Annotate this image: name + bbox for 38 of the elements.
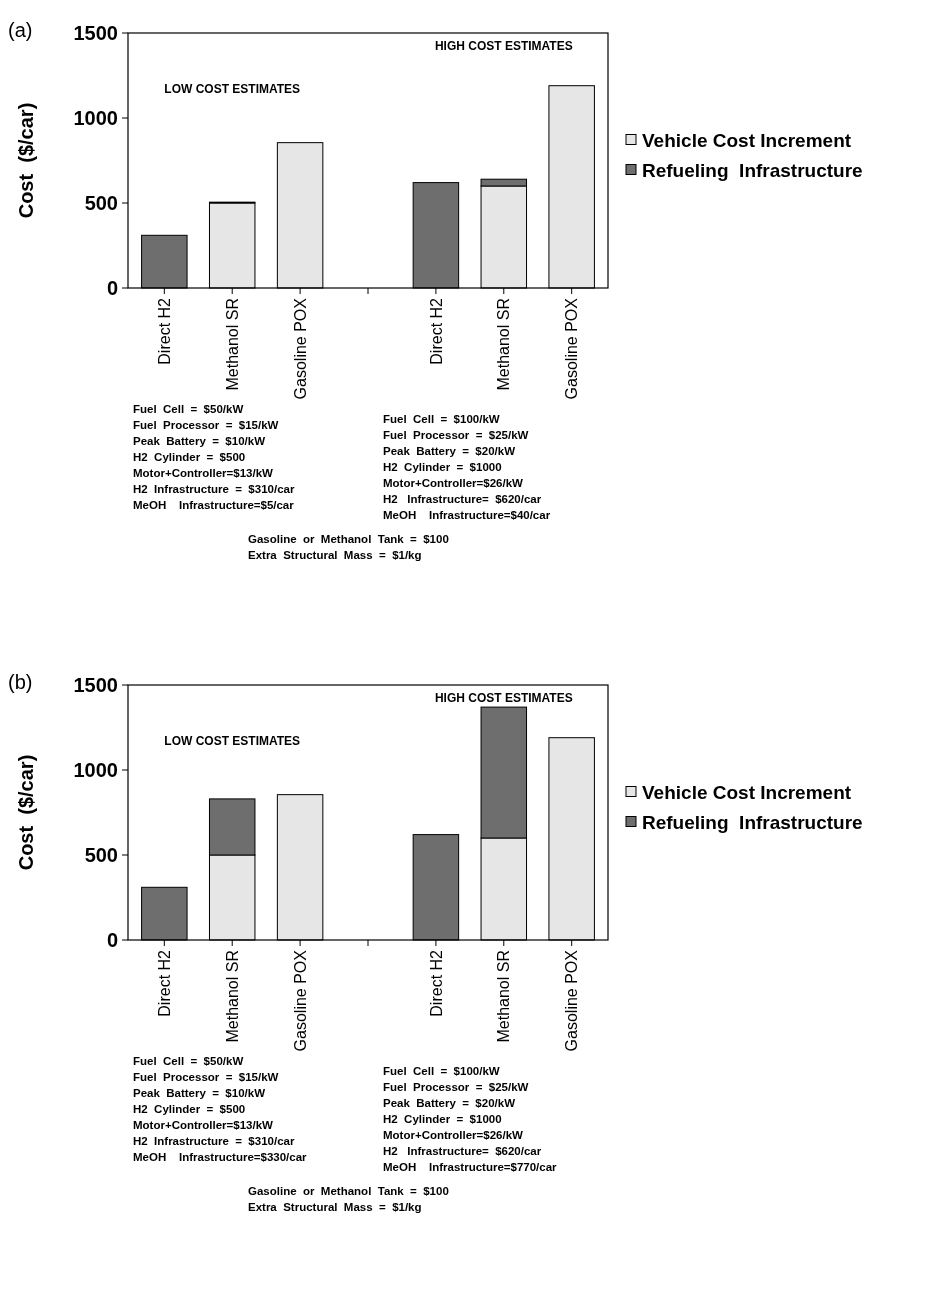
x-tick-label: Gasoline POX (563, 949, 581, 1052)
x-tick-label: Methanol SR (223, 950, 241, 1043)
chart-title: (a) (8, 19, 33, 41)
text: Fuel Cell = $100/kW Fuel Processor = $25/kW Peak Battery = $20/kW H2 Cylinder = $1000 Motor+Controller=$26/kW H2 Infrastructure= $620/car MeOH Infrastructure=$770/car (383, 1065, 558, 1173)
y-tick-label: 0 (106, 277, 118, 299)
legend-label: Refueling Infrastructure (642, 812, 863, 834)
x-tick-label: Methanol SR (495, 298, 513, 391)
text: Fuel Cell = $100/kW Fuel Processor = $25/kW Peak Battery = $20/kW H2 Cylinder = $1000 Motor+Controller=$26/kW H2 Infrastructure= $620/car MeOH Infrastructure=$40/car (383, 413, 551, 521)
x-tick-label: Methanol SR (223, 298, 241, 391)
text: Fuel Cell = $50/kW Fuel Processor = $15/kW Peak Battery = $10/kW H2 Cylinder = $500 Motor+Controller=$13/kW H2 Infrastructure = $310/car MeOH Infrastructure=$330/car (133, 1055, 308, 1163)
y-axis-title: Cost ($/car) (15, 102, 37, 219)
y-tick-label: 500 (84, 844, 118, 866)
x-tick-label: Gasoline POX (563, 297, 581, 400)
chart-title: (b) (8, 671, 33, 693)
y-tick-label: 1500 (73, 674, 118, 696)
legend-label: Vehicle Cost Increment (642, 130, 852, 152)
y-axis-title: Cost ($/car) (15, 754, 37, 871)
text: Fuel Cell = $50/kW Fuel Processor = $15/kW Peak Battery = $10/kW H2 Cylinder = $500 Motor+Controller=$13/kW H2 Infrastructure = $310/car MeOH Infrastructure=$5/car (133, 403, 295, 511)
legend-label: Refueling Infrastructure (642, 160, 863, 182)
text: Gasoline or Methanol Tank = $100 Extra Structural Mass = $1/kg (248, 533, 449, 561)
x-tick-label: Methanol SR (495, 950, 513, 1043)
y-tick-label: 1500 (73, 22, 118, 44)
x-tick-label: Direct H2 (155, 297, 173, 365)
annotation: HIGH COST ESTIMATES (434, 691, 573, 705)
legend-label: Vehicle Cost Increment (642, 782, 852, 804)
x-tick-label: Direct H2 (155, 949, 173, 1017)
annotation: HIGH COST ESTIMATES (434, 39, 573, 53)
text: Gasoline or Methanol Tank = $100 Extra Structural Mass = $1/kg (248, 1185, 449, 1213)
annotation: LOW COST ESTIMATES (164, 733, 301, 748)
x-tick-label: Gasoline POX (291, 949, 309, 1052)
y-tick-label: 1000 (73, 107, 118, 129)
x-tick-label: Direct H2 (427, 297, 445, 365)
x-tick-label: Direct H2 (427, 949, 445, 1017)
annotation: LOW COST ESTIMATES (164, 81, 301, 96)
y-tick-label: 1000 (73, 759, 118, 781)
y-tick-label: 0 (106, 929, 118, 951)
x-tick-label: Gasoline POX (291, 297, 309, 400)
y-tick-label: 500 (84, 192, 118, 214)
